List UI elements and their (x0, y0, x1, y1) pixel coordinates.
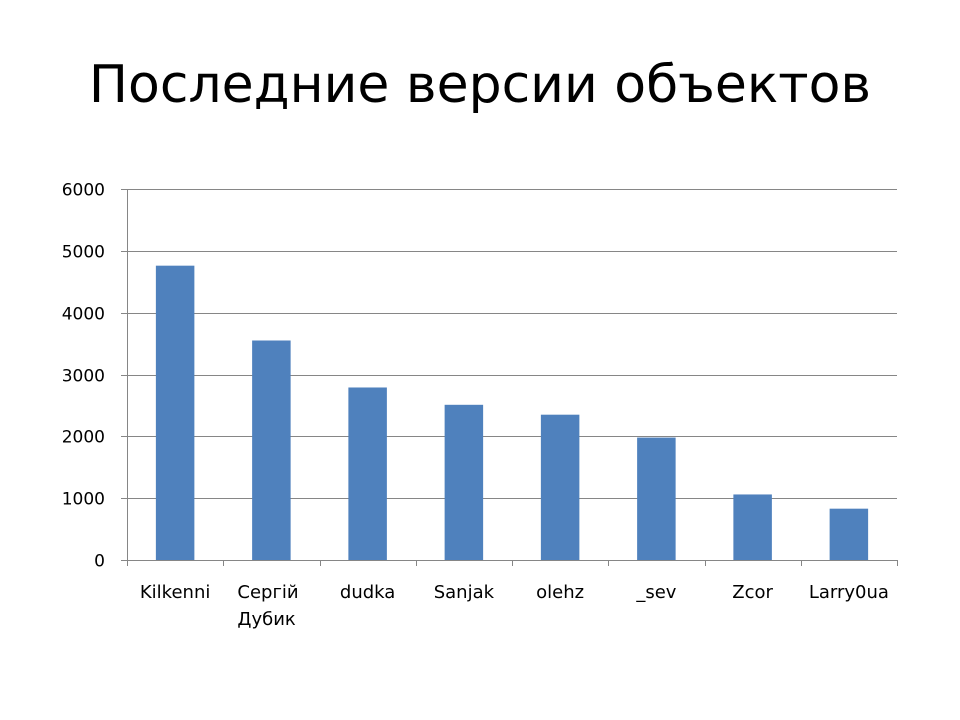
x-category-label: dudka (340, 582, 395, 603)
y-tick-label: 0 (94, 552, 105, 572)
bar (540, 414, 580, 560)
axis-layer (121, 189, 898, 566)
bar (733, 494, 772, 560)
x-category-label: Kilkenni (140, 582, 210, 603)
x-category-label: olehz (536, 582, 584, 603)
x-category-label-line: Сергій (237, 582, 298, 603)
y-tick-label: 5000 (62, 243, 105, 263)
bar (829, 508, 869, 560)
x-category-label: Zcor (732, 582, 773, 603)
x-category-label: Sanjak (434, 582, 495, 603)
y-tick-label: 3000 (62, 367, 105, 387)
grid-layer (127, 189, 897, 499)
x-category-label: _sev (635, 582, 676, 603)
bar (155, 265, 195, 560)
y-tick-label: 4000 (62, 305, 105, 325)
y-tick-label: 6000 (62, 181, 105, 201)
bar (444, 404, 484, 560)
x-category-label: Сергій Дубик (237, 582, 298, 630)
label-layer: 0 1000 2000 3000 4000 5000 6000 Kilkenni Сергій Д… (62, 181, 889, 631)
slide-title: Последние версии объектов (88, 55, 872, 115)
y-tick-label: 1000 (62, 490, 105, 510)
bar-layer (155, 265, 869, 560)
bar (348, 387, 387, 560)
bar (637, 437, 676, 560)
x-category-label: Larry0ua (809, 582, 889, 603)
y-tick-label: 2000 (62, 428, 105, 448)
bar (252, 340, 291, 560)
x-category-label-line: Дубик (237, 609, 296, 630)
